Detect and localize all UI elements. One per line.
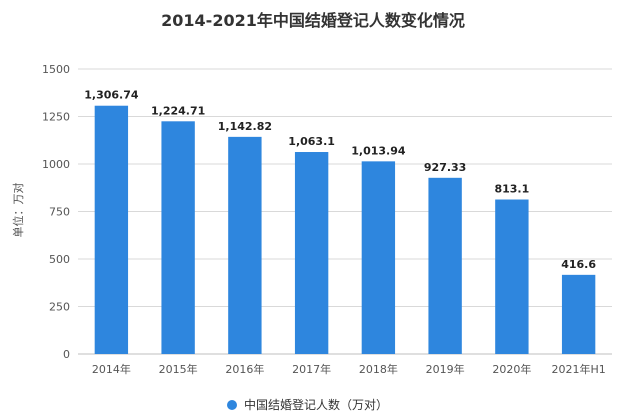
legend-label: 中国结婚登记人数（万对） [244, 397, 388, 412]
data-labels: 1,306.74 1,224.71 1,142.82 1,063.1 1,013.94 9… [84, 89, 596, 271]
bar [228, 136, 262, 354]
bar [495, 199, 529, 354]
data-label: 927.33 [424, 161, 466, 174]
chart-title: 2014-2021年中国结婚登记人数变化情况 [161, 11, 465, 30]
x-tick-label: 2014年 [92, 362, 131, 376]
x-tick-label: 2018年 [359, 362, 398, 376]
bar [428, 177, 462, 354]
bar [161, 121, 195, 354]
data-label: 1,063.1 [288, 135, 335, 148]
x-tick-label: 2019年 [426, 362, 465, 376]
y-tick-label: 1250 [42, 111, 70, 124]
bar [561, 274, 596, 354]
x-tick-label: 2016年 [225, 362, 264, 376]
y-tick-label: 1500 [42, 63, 70, 76]
legend-swatch [227, 400, 237, 410]
x-tick-label: 2017年 [292, 362, 331, 376]
bar [94, 105, 129, 355]
y-tick-label: 750 [49, 206, 70, 219]
x-tick-label: 2020年 [492, 362, 531, 376]
y-tick-label: 1000 [42, 158, 70, 171]
data-label: 1,306.74 [84, 89, 139, 102]
data-label: 813.1 [494, 183, 529, 196]
bars [94, 105, 596, 355]
legend: 中国结婚登记人数（万对） [227, 397, 388, 412]
data-label: 1,224.71 [151, 104, 205, 117]
x-tick-label: 2021年H1 [551, 362, 605, 376]
x-tick-label: 2015年 [159, 362, 198, 376]
data-label: 416.6 [561, 258, 596, 271]
bar [294, 152, 329, 354]
y-tick-label: 0 [63, 348, 70, 361]
y-axis-label: 单位：万对 [11, 183, 25, 238]
data-label: 1,013.94 [351, 144, 406, 157]
data-label: 1,142.82 [218, 120, 272, 133]
y-tick-label: 500 [49, 253, 70, 266]
y-axis-ticks: 0 250 500 750 1000 1250 1500 [42, 63, 70, 361]
y-tick-label: 250 [49, 301, 70, 314]
bar [361, 161, 396, 354]
x-axis-ticks: 2014年 2015年 2016年 2017年 2018年 2019年 2020年 2021年… [92, 362, 606, 376]
